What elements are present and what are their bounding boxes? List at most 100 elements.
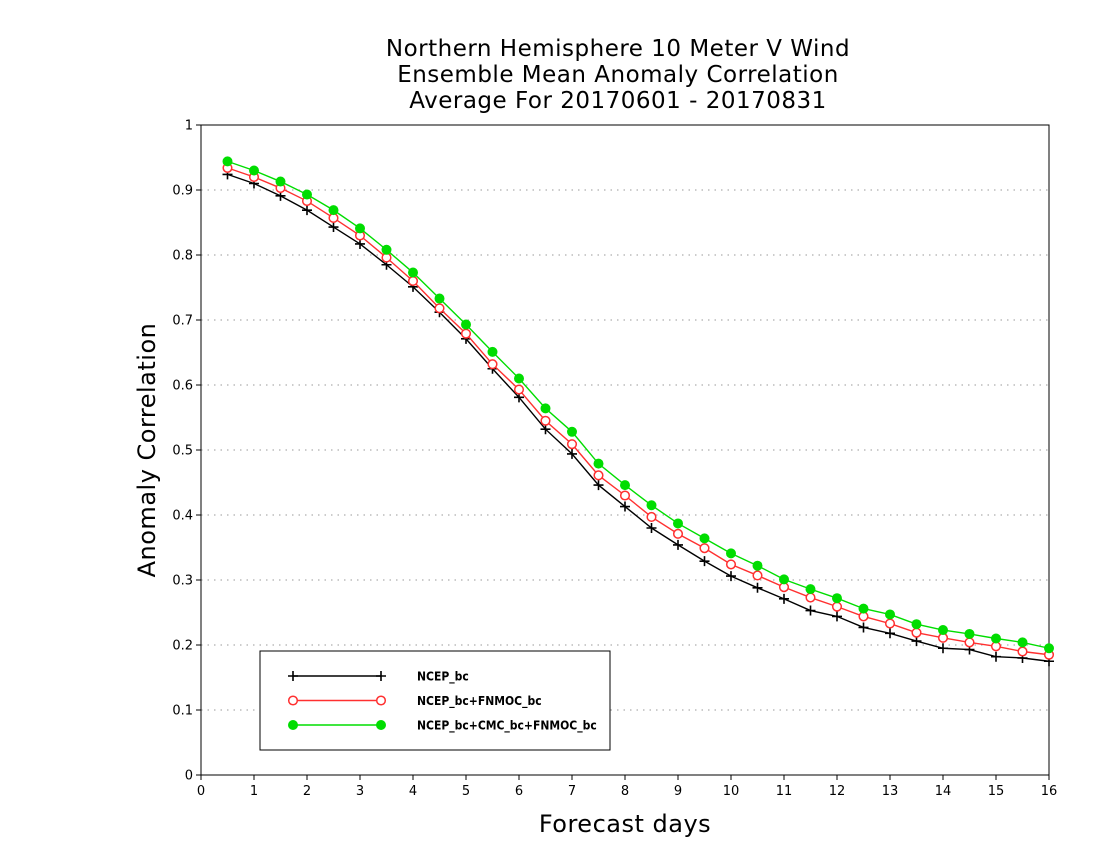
y-axis-label: Anomaly Correlation bbox=[133, 323, 161, 578]
series-layer bbox=[222, 156, 1055, 667]
series-line bbox=[227, 173, 1050, 662]
data-point bbox=[726, 571, 736, 582]
data-point bbox=[593, 458, 604, 469]
data-point bbox=[699, 533, 710, 544]
legend-entry: NCEP_bc+FNMOC_bc bbox=[287, 694, 542, 709]
y-tick-label: 0 bbox=[185, 769, 193, 784]
data-point bbox=[593, 480, 604, 491]
data-point bbox=[964, 637, 975, 648]
data-point bbox=[1044, 643, 1054, 654]
x-tick-label: 1 bbox=[250, 784, 258, 799]
x-tick-label: 7 bbox=[568, 784, 576, 799]
data-point bbox=[805, 592, 816, 603]
data-point bbox=[911, 619, 922, 630]
legend-label: NCEP_bc+FNMOC_bc bbox=[417, 694, 542, 709]
data-point bbox=[328, 205, 339, 216]
data-point bbox=[381, 244, 392, 255]
x-axis-label: Forecast days bbox=[539, 810, 711, 838]
series-NCEP_bc bbox=[222, 169, 1054, 667]
data-point bbox=[434, 303, 445, 314]
data-point bbox=[275, 176, 286, 187]
x-tick-label: 10 bbox=[723, 784, 740, 799]
x-tick-label: 0 bbox=[197, 784, 205, 799]
chart-title-line-3: Average For 20170601 - 20170831 bbox=[409, 88, 827, 114]
x-tick-label: 11 bbox=[776, 784, 793, 799]
data-point bbox=[805, 605, 816, 616]
data-point bbox=[302, 205, 312, 216]
x-tick-label: 15 bbox=[988, 784, 1005, 799]
data-point bbox=[514, 373, 524, 384]
data-point bbox=[1017, 646, 1028, 657]
data-point bbox=[620, 501, 630, 512]
series-NCEP_bc+CMC_bc+FNMOC_bc bbox=[222, 156, 1054, 654]
x-tick-label: 6 bbox=[515, 784, 523, 799]
x-tick-label: 5 bbox=[462, 784, 470, 799]
x-tick-label: 13 bbox=[882, 784, 899, 799]
data-point bbox=[646, 511, 657, 523]
data-point bbox=[302, 189, 312, 200]
data-point bbox=[513, 384, 525, 395]
data-point bbox=[328, 222, 339, 233]
y-tick-label: 0.1 bbox=[172, 704, 193, 719]
data-point bbox=[222, 156, 233, 167]
data-point bbox=[461, 319, 471, 330]
chart-title-line-1: Northern Hemisphere 10 Meter V Wind bbox=[385, 36, 851, 62]
legend-marker bbox=[376, 720, 386, 730]
x-tick-label: 12 bbox=[829, 784, 846, 799]
legend-label: NCEP_bc+CMC_bc+FNMOC_bc bbox=[417, 719, 597, 734]
y-tick-label: 0.9 bbox=[172, 184, 193, 199]
x-tick-label: 16 bbox=[1041, 784, 1058, 799]
data-point bbox=[355, 238, 365, 249]
data-point bbox=[566, 439, 578, 450]
data-point bbox=[487, 359, 498, 370]
legend-entry: NCEP_bc+CMC_bc+FNMOC_bc bbox=[288, 719, 597, 734]
legend-marker bbox=[288, 671, 298, 681]
data-point bbox=[355, 223, 365, 234]
data-point bbox=[460, 328, 472, 339]
data-point bbox=[646, 500, 657, 511]
axis-ticks: 00.10.20.30.40.50.60.70.80.910 1 2 3 4 5 6 7 8 9 1… bbox=[172, 119, 1057, 800]
data-point bbox=[673, 518, 683, 529]
y-tick-label: 0.6 bbox=[172, 379, 193, 394]
data-point bbox=[619, 490, 631, 501]
data-point bbox=[991, 633, 1001, 644]
series-line bbox=[227, 160, 1050, 649]
series-line bbox=[227, 167, 1050, 656]
y-tick-label: 0.8 bbox=[172, 249, 193, 264]
legend-entry: NCEP_bc bbox=[288, 670, 469, 685]
x-tick-label: 14 bbox=[935, 784, 952, 799]
data-point bbox=[1017, 637, 1028, 648]
data-point bbox=[699, 556, 710, 567]
data-point bbox=[858, 622, 869, 633]
legend-marker bbox=[288, 720, 298, 730]
data-point bbox=[779, 574, 789, 585]
data-point bbox=[964, 628, 975, 639]
x-tick-label: 3 bbox=[356, 784, 364, 799]
data-point bbox=[673, 539, 683, 550]
data-point bbox=[408, 267, 418, 278]
data-point bbox=[779, 593, 789, 604]
chart-title-line-2: Ensemble Mean Anomaly Correlation bbox=[397, 62, 839, 88]
data-point bbox=[672, 528, 684, 539]
legend-marker bbox=[375, 695, 387, 706]
data-point bbox=[540, 415, 551, 426]
data-point bbox=[752, 570, 763, 581]
y-tick-label: 1 bbox=[185, 119, 193, 134]
data-point bbox=[567, 426, 577, 437]
data-point bbox=[831, 601, 843, 612]
legend: NCEP_bc NCEP_bc+FNMOC_bc NCEP_bc+CMC_bc+FN… bbox=[259, 650, 611, 751]
data-point bbox=[407, 275, 419, 287]
data-point bbox=[725, 559, 737, 570]
data-point bbox=[726, 548, 736, 559]
data-point bbox=[832, 593, 842, 604]
data-point bbox=[938, 643, 948, 654]
data-point bbox=[858, 603, 869, 614]
x-tick-label: 8 bbox=[621, 784, 629, 799]
data-point bbox=[752, 560, 763, 571]
data-point bbox=[487, 346, 498, 357]
data-point bbox=[540, 424, 551, 435]
data-point bbox=[620, 480, 630, 491]
data-point bbox=[991, 651, 1001, 662]
legend-marker bbox=[287, 695, 299, 706]
data-point bbox=[885, 609, 895, 620]
